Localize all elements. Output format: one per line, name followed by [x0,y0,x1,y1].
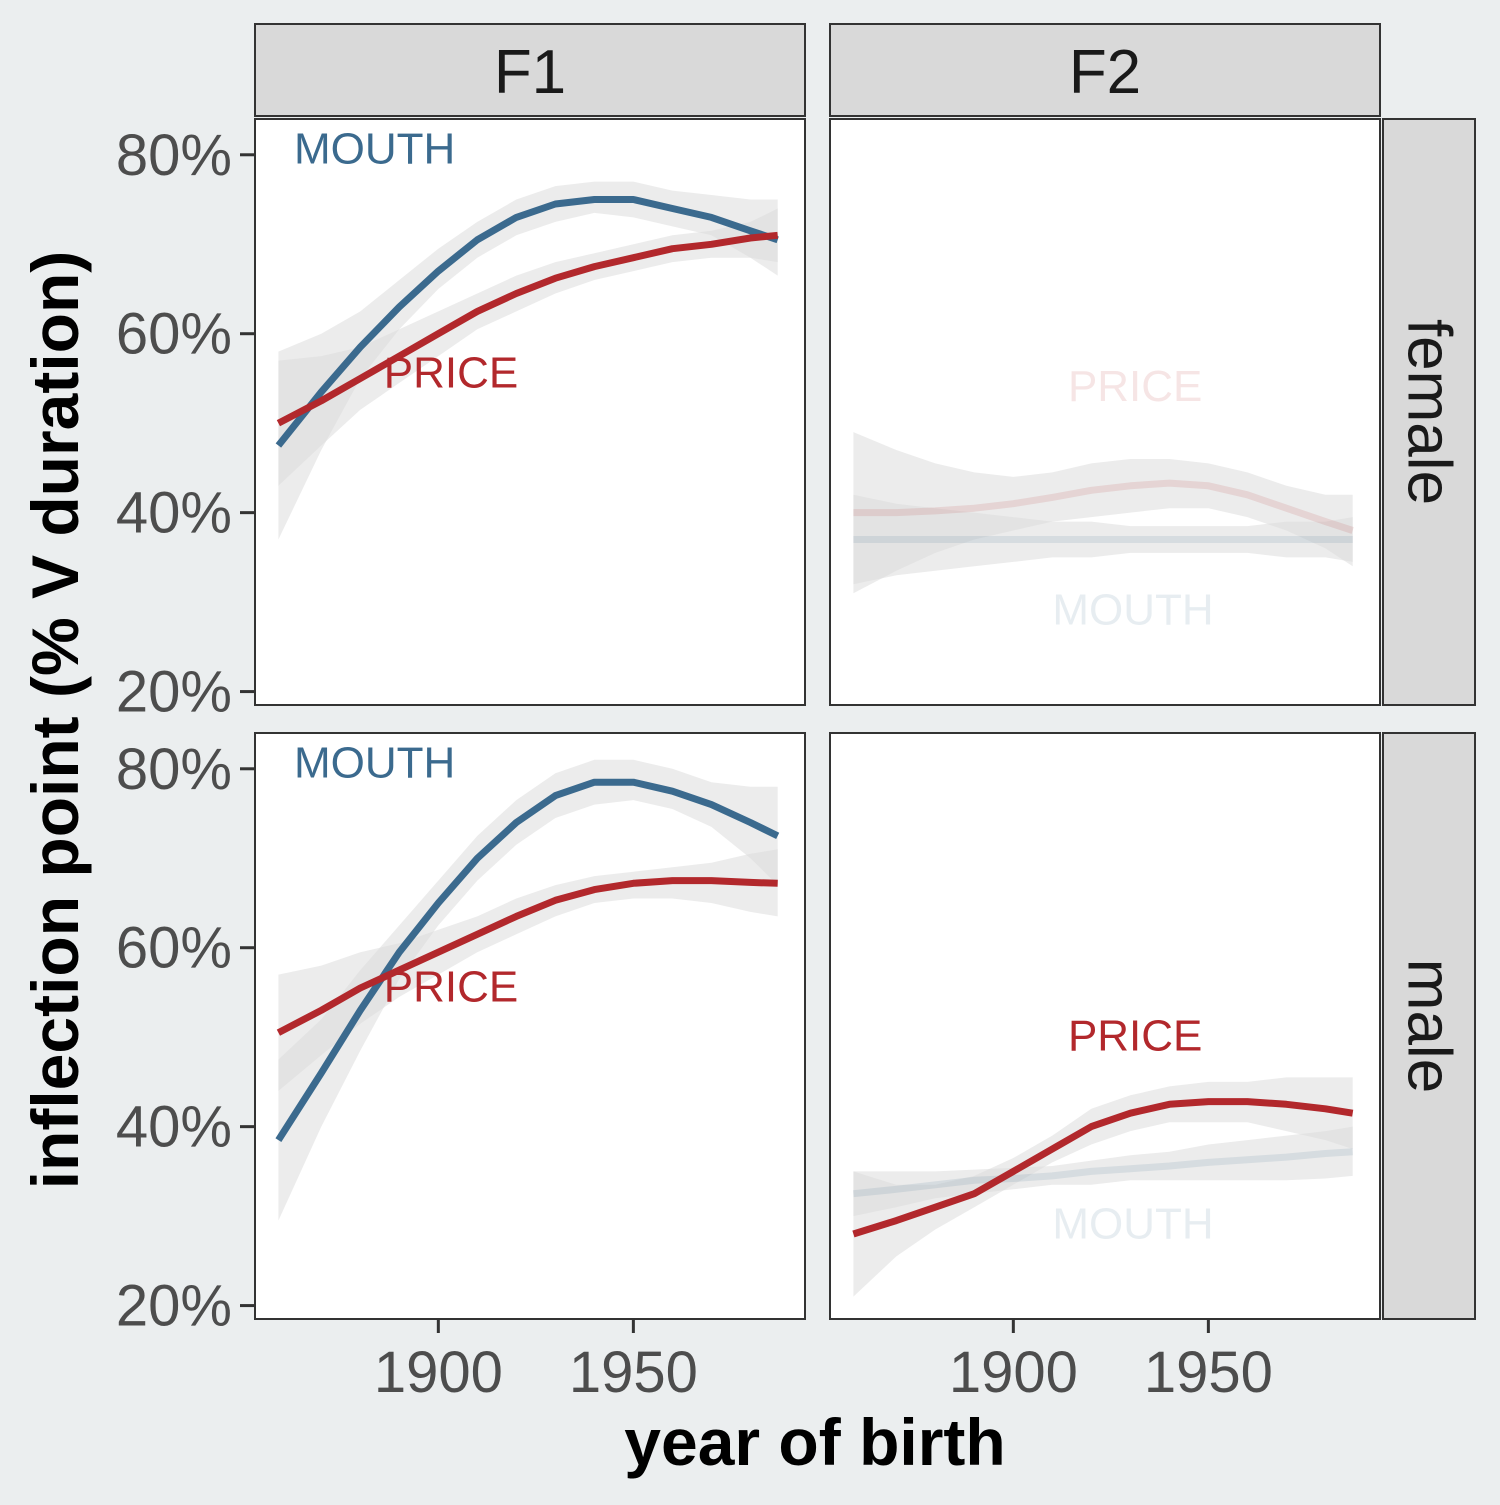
confidence-band-mouth-f2-male [853,1126,1353,1217]
y-tick-label-male-20: 20% [116,1274,232,1339]
confidence-band-price-f2-female [853,432,1353,594]
panel-f1-male: MOUTH PRICE [254,732,806,1320]
panel-f2-female-background [829,118,1381,706]
y-tick-label-female-40: 40% [116,481,232,546]
x-tick-label-f2-1950: 1950 [1144,1340,1273,1405]
x-tick-label-f1-1900: 1900 [374,1340,503,1405]
series-label-price-f1-female: PRICE [384,348,518,397]
facet-strip-label-female: female [1395,319,1464,505]
y-tick-label-male-40: 40% [116,1095,232,1160]
series-label-price-f1-male: PRICE [384,962,518,1011]
confidence-band-price-f1-female [278,208,778,486]
panel-f2-male-background [829,732,1381,1320]
facet-strip-label-f2: F2 [1069,38,1141,107]
series-line-price-f1-male [276,877,778,1036]
panel-f2-female: MOUTH PRICE [829,118,1381,706]
series-label-mouth-f2-female: MOUTH [1052,585,1213,634]
series-label-mouth-f1-male: MOUTH [294,739,455,788]
series-line-price-f2-male [852,1098,1354,1238]
series-line-price-f2-female [853,479,1354,534]
y-tick-label-male-60: 60% [116,916,232,981]
series-label-mouth-f1-female: MOUTH [294,125,455,174]
confidence-band-mouth-f1-female [278,181,778,540]
facet-strip-label-f1: F1 [494,38,566,107]
series-line-mouth-f1-female [275,196,779,448]
facet-strip-male [1382,732,1476,1320]
panel-f1-female: MOUTH PRICE [254,118,806,706]
series-line-mouth-f1-male [275,778,780,1142]
x-tick-label-f2-1900: 1900 [949,1340,1078,1405]
series-label-price-f2-male: PRICE [1068,1012,1202,1061]
y-tick-label-female-20: 20% [116,660,232,725]
y-tick-label-female-80: 80% [116,123,232,188]
facet-strip-label-male: male [1395,959,1464,1093]
facet-strip-f1 [254,23,806,117]
facet-strip-f2 [829,23,1381,117]
x-axis-title: year of birth [624,1405,1005,1479]
confidence-band-price-f1-male [278,849,778,1091]
y-tick-label-female-60: 60% [116,302,232,367]
y-tick-label-male-80: 80% [116,737,232,802]
panel-f2-male: MOUTH PRICE [829,732,1381,1320]
y-axis-title: inflection point (% V duration) [18,251,92,1190]
x-tick-label-f1-1950: 1950 [569,1340,698,1405]
facet-strip-female [1382,118,1476,706]
series-line-price-f1-female [276,231,779,427]
series-label-mouth-f2-male: MOUTH [1052,1199,1213,1248]
series-label-price-f2-female: PRICE [1068,362,1202,411]
series-line-mouth-f2-male [853,1148,1353,1198]
